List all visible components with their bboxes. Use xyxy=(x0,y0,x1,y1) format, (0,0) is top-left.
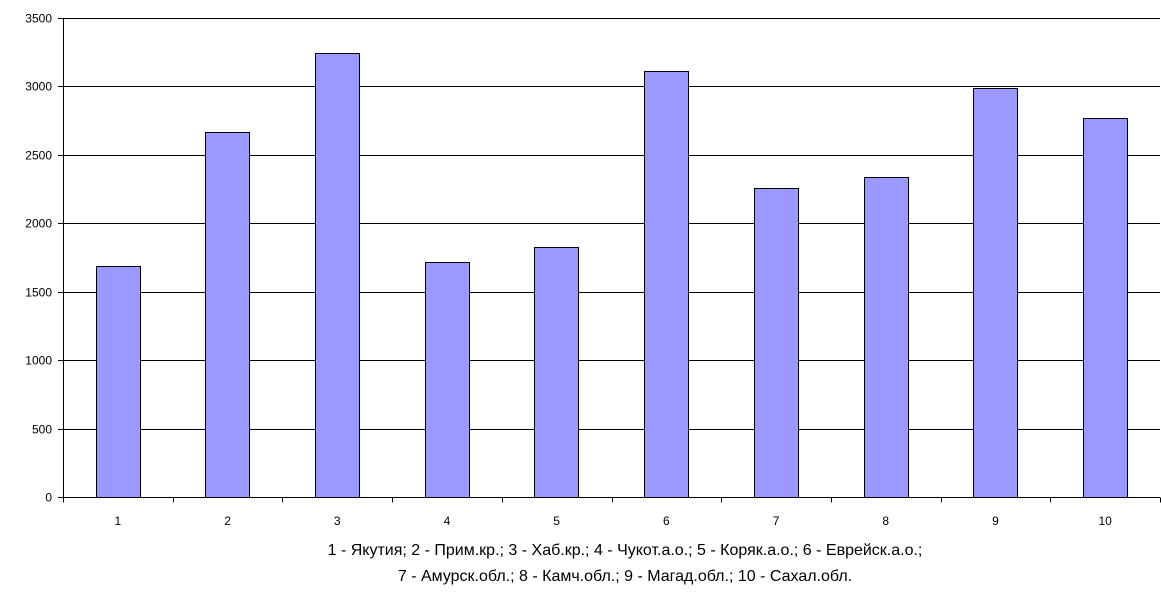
x-tick-label-3: 3 xyxy=(334,514,341,528)
bar-7 xyxy=(754,188,799,498)
y-tick-label-1500: 1500 xyxy=(25,286,52,300)
x-tick-label-10: 10 xyxy=(1098,514,1112,528)
caption-line-2: 7 - Амурск.обл.; 8 - Камч.обл.; 9 - Мага… xyxy=(398,568,852,585)
y-tick-label-2500: 2500 xyxy=(25,149,52,163)
bars xyxy=(96,53,1128,498)
bar-1 xyxy=(96,266,141,498)
y-tick-label-500: 500 xyxy=(32,423,52,437)
y-tick-labels: 0 500 1000 1500 2000 2500 3000 3500 xyxy=(25,12,52,505)
bar-5 xyxy=(534,247,579,498)
bar-4 xyxy=(425,262,470,498)
category-caption: 1 - Якутия; 2 - Прим.кр.; 3 - Хаб.кр.; 4… xyxy=(328,542,923,585)
y-tick-label-1000: 1000 xyxy=(25,354,52,368)
bar-3 xyxy=(315,53,360,498)
y-tick-label-3500: 3500 xyxy=(25,12,52,26)
x-tick-label-6: 6 xyxy=(663,514,670,528)
x-tick-label-2: 2 xyxy=(224,514,231,528)
bar-8 xyxy=(864,177,909,498)
bar-9 xyxy=(973,88,1018,498)
y-tick-label-0: 0 xyxy=(45,491,52,505)
x-tick-label-8: 8 xyxy=(882,514,889,528)
caption-line-1: 1 - Якутия; 2 - Прим.кр.; 3 - Хаб.кр.; 4… xyxy=(328,542,923,559)
x-tick-label-1: 1 xyxy=(115,514,122,528)
bar-10 xyxy=(1083,118,1128,498)
x-tick-label-5: 5 xyxy=(553,514,560,528)
x-tick-label-7: 7 xyxy=(773,514,780,528)
y-tick-label-3000: 3000 xyxy=(25,80,52,94)
x-tick-label-9: 9 xyxy=(992,514,999,528)
bar-6 xyxy=(644,71,689,498)
y-tick-label-2000: 2000 xyxy=(25,217,52,231)
x-tick-labels: 1 2 3 4 5 6 7 8 9 10 xyxy=(115,514,1113,528)
bar-2 xyxy=(205,132,250,498)
x-tick-label-4: 4 xyxy=(444,514,451,528)
axes xyxy=(58,18,1161,503)
